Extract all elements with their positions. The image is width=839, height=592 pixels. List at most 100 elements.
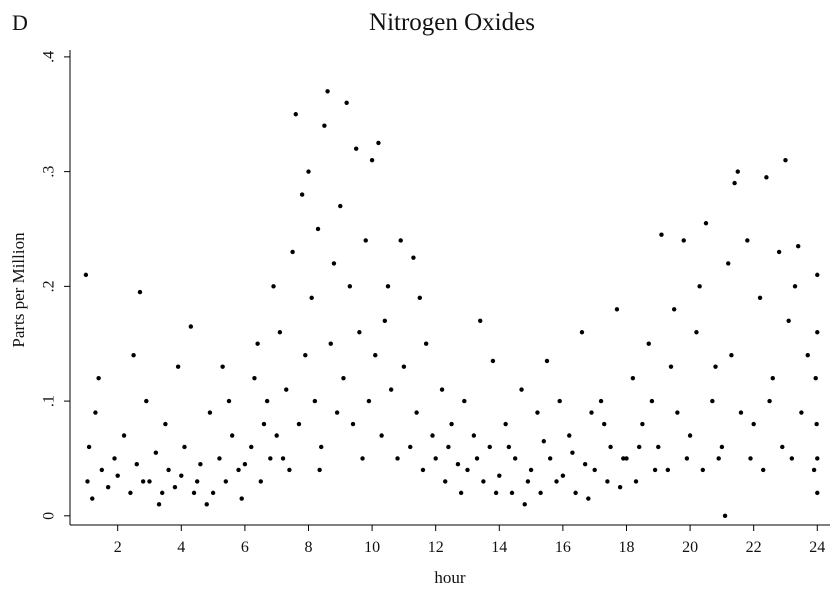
point (640, 421, 645, 427)
point (815, 272, 820, 278)
point (179, 473, 184, 478)
point (264, 398, 270, 404)
point (90, 496, 95, 501)
point (668, 364, 674, 369)
point (557, 398, 562, 404)
point (637, 444, 642, 450)
point (481, 479, 486, 484)
point (86, 444, 92, 450)
y-tick-label: .3 (41, 166, 58, 178)
point (417, 295, 422, 301)
point (172, 484, 178, 490)
point (605, 479, 610, 484)
point (401, 364, 407, 369)
point (512, 456, 518, 461)
point (538, 490, 543, 496)
point (115, 473, 120, 478)
point (439, 387, 445, 392)
point (140, 479, 146, 484)
point (592, 467, 597, 473)
point (815, 330, 820, 335)
panel-label: D (12, 10, 28, 35)
point (220, 364, 225, 369)
point (411, 255, 416, 260)
point (350, 421, 356, 427)
x-tick-label: 4 (177, 539, 185, 556)
point (519, 387, 524, 392)
point (726, 261, 731, 266)
point (284, 387, 289, 392)
point (194, 479, 200, 484)
point (656, 444, 661, 450)
point (430, 433, 435, 438)
point (541, 439, 547, 444)
point (805, 352, 810, 358)
y-tick-label: .4 (41, 51, 58, 63)
point (586, 496, 591, 501)
point (175, 364, 181, 369)
point (261, 421, 267, 427)
point (684, 456, 690, 461)
point (398, 238, 403, 243)
point (408, 444, 413, 450)
point (287, 467, 292, 473)
point (274, 433, 279, 438)
point (544, 358, 550, 364)
point (751, 421, 756, 427)
x-tick-label: 6 (241, 539, 249, 556)
point (144, 398, 149, 404)
point (703, 221, 709, 226)
point (344, 100, 349, 105)
point (560, 473, 566, 478)
point (236, 467, 241, 473)
point (137, 289, 143, 295)
point (112, 456, 117, 461)
x-axis-label: hour (434, 568, 466, 587)
point (322, 123, 327, 128)
point (449, 421, 454, 427)
point (455, 461, 461, 467)
point (210, 490, 216, 496)
point (738, 410, 744, 415)
point (767, 398, 772, 404)
point (306, 169, 311, 174)
point (716, 456, 721, 461)
point (694, 330, 699, 335)
x-tick-label: 14 (491, 539, 507, 556)
point (624, 456, 629, 461)
point (353, 146, 359, 151)
point (700, 467, 706, 473)
point (191, 490, 197, 496)
x-tick-label: 16 (555, 539, 571, 556)
point (446, 444, 451, 450)
point (242, 461, 248, 467)
point (735, 169, 740, 174)
point (458, 490, 464, 496)
point (317, 467, 322, 473)
point (813, 375, 818, 381)
point (328, 341, 333, 346)
point (153, 450, 159, 455)
point (331, 261, 337, 266)
point (217, 456, 222, 461)
point (582, 461, 588, 467)
point (325, 89, 330, 94)
point (293, 112, 298, 117)
x-tick-label: 20 (682, 539, 698, 556)
point (646, 341, 651, 346)
point (258, 479, 263, 484)
point (719, 444, 725, 450)
point (363, 238, 368, 243)
chart-title: Nitrogen Oxides (369, 9, 535, 36)
point (385, 284, 391, 289)
point (649, 398, 655, 404)
point (423, 341, 429, 346)
x-tick-label: 12 (428, 539, 444, 556)
point (379, 433, 384, 438)
point (621, 456, 626, 461)
point (748, 456, 753, 461)
point (478, 318, 483, 323)
point (388, 387, 394, 392)
point (652, 467, 658, 473)
